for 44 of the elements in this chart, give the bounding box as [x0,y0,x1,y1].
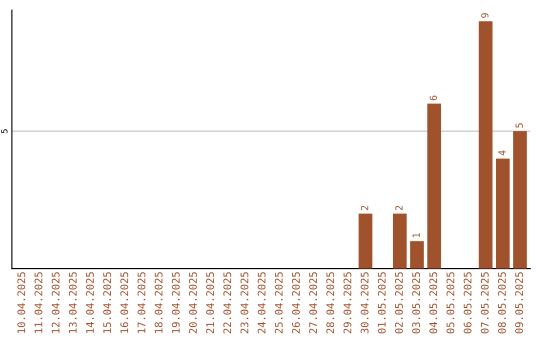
bar [358,214,372,269]
x-tick-label: 22.04.2025 [223,272,232,334]
data-label: 5 [516,123,523,128]
x-tick-label: 03.05.2025 [412,272,420,334]
x-tick-label: 18.04.2025 [154,272,163,333]
x-tick-label: 04.05.2025 [429,272,438,334]
x-tick-label: 13.04.2025 [68,272,77,333]
x-tick-label: 28.04.2025 [326,272,334,334]
x-tick-label: 11.04.2025 [34,272,42,333]
x-tick-label: 25.04.2025 [274,272,283,334]
x-tick-label: 06.05.2025 [464,272,472,334]
x-tick-label: 16.04.2025 [120,272,128,333]
x-tick-label: 17.04.2025 [138,272,146,333]
x-tick-label: 15.04.2025 [103,272,112,333]
x-tick-label: 29.04.2025 [343,272,352,334]
data-label: 2 [360,206,368,210]
data-label: 6 [430,96,437,100]
x-tick-label: 30.04.2025 [360,272,369,334]
x-tick-label: 23.04.2025 [240,272,248,334]
bar [410,241,424,269]
x-tick-label: 19.04.2025 [172,272,180,333]
x-tick-label: 05.05.2025 [446,272,454,334]
x-tick-label: 27.04.2025 [309,272,318,334]
x-tick-label: 10.04.2025 [17,272,26,333]
x-tick-label: 02.05.2025 [394,272,403,334]
x-tick-label: 12.04.2025 [52,272,60,333]
x-tick-label: 09.05.2025 [515,272,524,334]
bar [496,158,510,269]
bar [392,214,407,269]
x-tick-label: 01.05.2025 [378,272,386,334]
x-tick-label: 21.04.2025 [206,272,214,334]
data-label: 4 [498,150,506,156]
x-tick-label: 20.04.2025 [189,272,197,334]
x-tick-label: 26.04.2025 [292,272,300,334]
data-label: 1 [412,233,420,238]
data-label: 2 [395,206,403,210]
bar [427,104,442,269]
data-label: 9 [481,13,488,18]
x-tick-label: 14.04.2025 [86,272,94,333]
x-tick-label: 08.05.2025 [498,272,506,334]
bar [513,131,527,269]
x-tick-label: 24.04.2025 [258,272,266,334]
bar [478,21,493,269]
x-tick-label: 07.05.2025 [480,272,489,334]
